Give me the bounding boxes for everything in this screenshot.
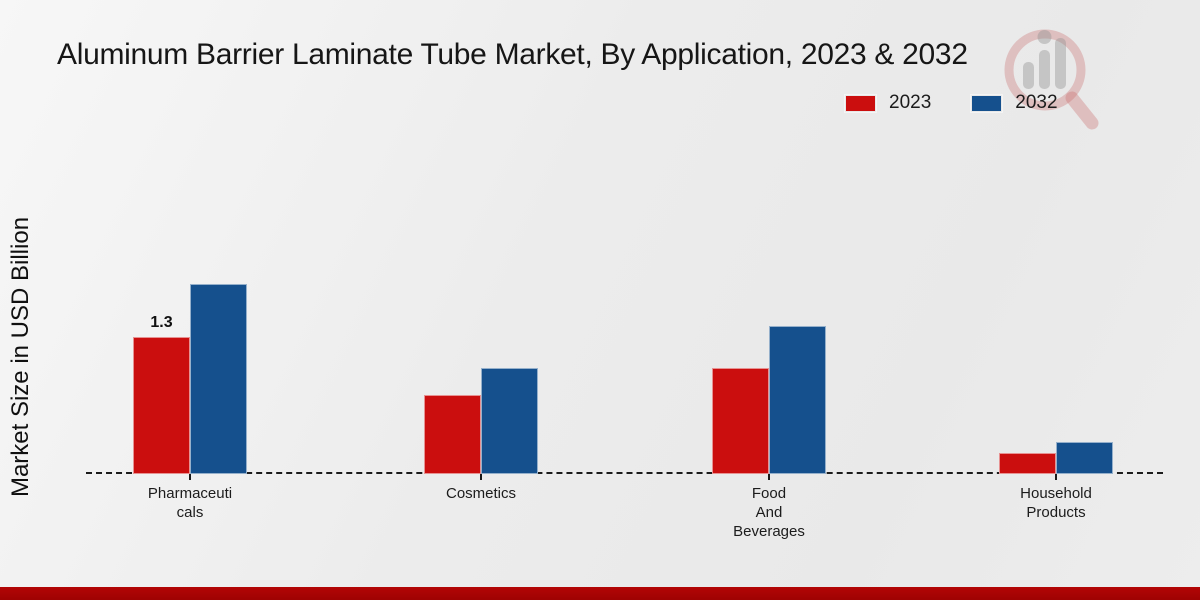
bar-2023-pharmaceuticals: [133, 337, 190, 474]
bar-2032-cosmetics: [481, 368, 538, 474]
category-label-pharmaceuticals: Pharmaceuti cals: [147, 485, 233, 521]
legend-swatch-2023: [845, 94, 876, 112]
x-axis-tick-cosmetics: [480, 474, 482, 480]
brand-watermark-magnifier-chart-icon: [1004, 29, 1099, 130]
bar-2023-food-and-beverages: [712, 368, 769, 474]
x-axis-tick-household-products: [1055, 474, 1057, 480]
footer-accent-band: [0, 587, 1200, 600]
bar-2023-cosmetics: [424, 395, 481, 474]
legend-item-2023: 2023: [845, 92, 931, 114]
x-axis-tick-food-and-beverages: [768, 474, 770, 480]
legend-item-2032: 2032: [971, 92, 1058, 114]
x-axis-tick-pharmaceuticals: [189, 474, 191, 480]
legend-label-2032: 2032: [1015, 92, 1058, 113]
x-axis-baseline: [86, 472, 1163, 474]
chart-title: Aluminum Barrier Laminate Tube Market, B…: [57, 38, 968, 71]
category-label-food-and-beverages: Food And Beverages: [733, 485, 805, 540]
bar-2032-household-products: [1056, 442, 1113, 474]
legend: 2023 2032: [845, 92, 1058, 114]
bar-2032-food-and-beverages: [769, 326, 826, 474]
legend-swatch-2032: [971, 94, 1003, 112]
bar-2023-household-products: [999, 453, 1056, 474]
bar-2032-pharmaceuticals: [190, 284, 247, 474]
bar-value-label-2023-pharmaceuticals: 1.3: [150, 313, 173, 331]
legend-label-2023: 2023: [889, 92, 932, 113]
category-label-household-products: Household Products: [1020, 485, 1092, 521]
category-label-cosmetics: Cosmetics: [445, 485, 517, 502]
